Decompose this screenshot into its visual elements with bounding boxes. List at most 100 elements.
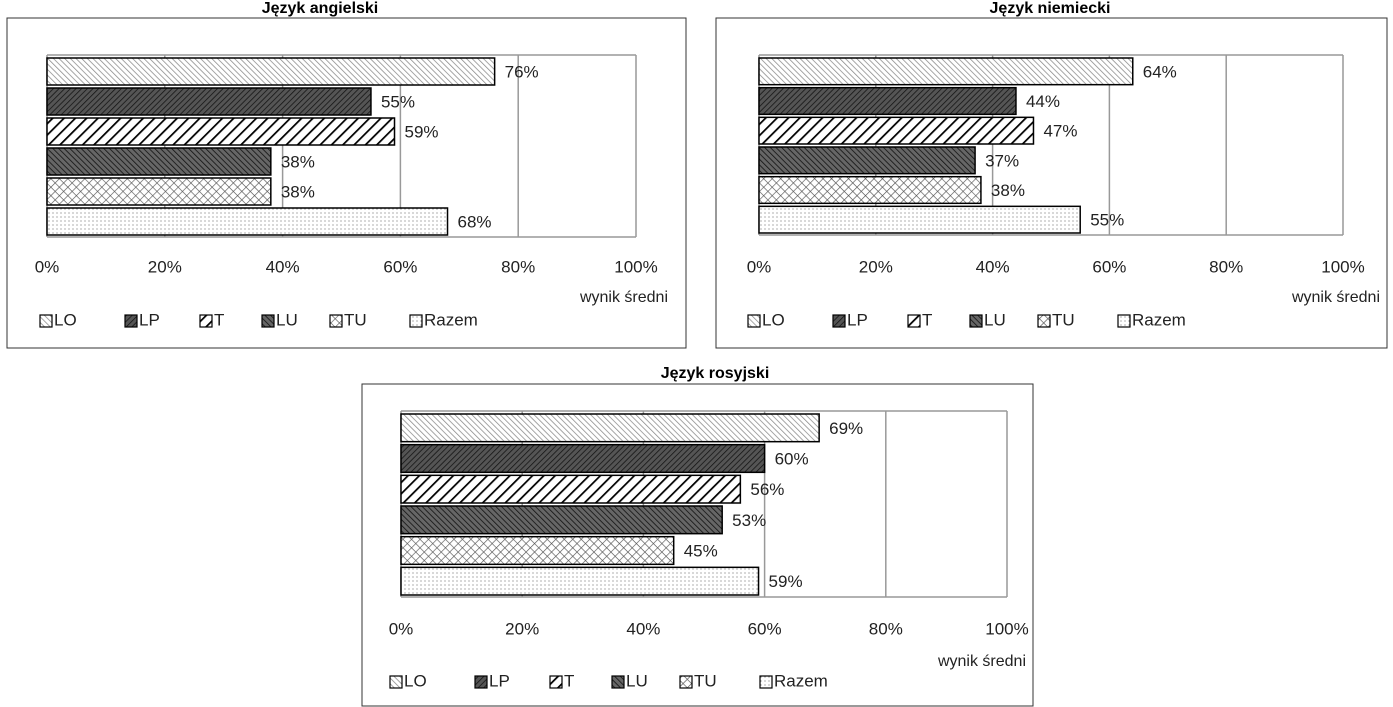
legend-swatch xyxy=(611,675,625,689)
value-label: 44% xyxy=(1026,92,1060,111)
x-tick-label: 60% xyxy=(748,619,782,638)
x-tick-label: 80% xyxy=(501,257,535,276)
x-tick-label: 40% xyxy=(266,257,300,276)
value-label: 53% xyxy=(732,511,766,530)
x-tick-label: 100% xyxy=(985,619,1028,638)
legend-label: LP xyxy=(847,310,868,329)
bar xyxy=(400,413,820,443)
chart-title: Język angielski xyxy=(262,0,379,17)
legend-label: LO xyxy=(404,671,427,690)
x-tick-label: 60% xyxy=(383,257,417,276)
legend-swatch xyxy=(389,675,403,689)
x-tick-label: 100% xyxy=(1321,257,1364,276)
x-tick-label: 0% xyxy=(747,257,772,276)
x-tick-label: 60% xyxy=(1092,257,1126,276)
value-label: 59% xyxy=(769,572,803,591)
value-label: 76% xyxy=(505,62,539,81)
legend-label: T xyxy=(214,310,224,329)
chart-title: Język rosyjski xyxy=(661,365,770,382)
x-tick-label: 80% xyxy=(869,619,903,638)
bar xyxy=(46,87,372,116)
bar xyxy=(400,535,675,566)
x-tick-label: 100% xyxy=(614,257,657,276)
value-label: 64% xyxy=(1143,62,1177,81)
value-label: 38% xyxy=(991,181,1025,200)
chart-frame xyxy=(6,17,687,349)
bar xyxy=(758,205,1081,234)
legend-swatch xyxy=(679,675,693,689)
bar xyxy=(46,57,496,86)
bar xyxy=(400,566,760,596)
legend-swatch xyxy=(1037,314,1051,328)
bar xyxy=(46,207,449,236)
chart-title: Język niemiecki xyxy=(990,0,1111,17)
bar xyxy=(758,116,1035,145)
x-tick-label: 40% xyxy=(626,619,660,638)
legend-label: LO xyxy=(762,310,785,329)
bar xyxy=(758,146,976,175)
chart-frame xyxy=(361,383,1034,707)
legend-label: LU xyxy=(276,310,298,329)
legend-label: T xyxy=(922,310,932,329)
x-tick-label: 40% xyxy=(976,257,1010,276)
legend-swatch xyxy=(261,314,275,328)
x-axis-label: wynik średni xyxy=(1291,289,1380,306)
value-label: 69% xyxy=(829,419,863,438)
value-label: 68% xyxy=(458,212,492,231)
legend-swatch xyxy=(199,314,213,328)
legend-label: LO xyxy=(54,310,77,329)
legend-label: TU xyxy=(344,310,367,329)
value-label: 37% xyxy=(985,151,1019,170)
bar xyxy=(758,86,1017,116)
value-label: 38% xyxy=(281,182,315,201)
bar xyxy=(46,177,272,206)
bar xyxy=(46,117,396,146)
value-label: 38% xyxy=(281,152,315,171)
bar xyxy=(400,474,742,504)
legend-swatch xyxy=(124,314,138,328)
bar xyxy=(758,57,1134,86)
x-tick-label: 0% xyxy=(35,257,60,276)
value-label: 45% xyxy=(684,541,718,560)
legend-swatch xyxy=(549,675,563,689)
legend-swatch xyxy=(969,314,983,328)
legend-swatch xyxy=(747,314,761,328)
x-tick-label: 20% xyxy=(505,619,539,638)
chart-frame xyxy=(715,17,1388,349)
x-tick-label: 20% xyxy=(148,257,182,276)
value-label: 55% xyxy=(1090,211,1124,230)
legend-swatch xyxy=(907,314,921,328)
legend-label: T xyxy=(564,671,574,690)
legend-label: Razem xyxy=(774,671,828,690)
legend-label: LP xyxy=(139,310,160,329)
legend-label: Razem xyxy=(424,310,478,329)
bar xyxy=(758,175,982,205)
legend-label: Razem xyxy=(1132,310,1186,329)
legend-label: LU xyxy=(626,671,648,690)
legend-label: TU xyxy=(694,671,717,690)
x-tick-label: 80% xyxy=(1209,257,1243,276)
value-label: 56% xyxy=(750,480,784,499)
x-tick-label: 0% xyxy=(389,619,414,638)
legend-label: TU xyxy=(1052,310,1075,329)
x-axis-label: wynik średni xyxy=(937,653,1026,670)
legend-label: LU xyxy=(984,310,1006,329)
value-label: 60% xyxy=(775,449,809,468)
legend-swatch xyxy=(329,314,343,328)
legend-swatch xyxy=(832,314,846,328)
legend-label: LP xyxy=(489,671,510,690)
legend-swatch xyxy=(1117,314,1131,328)
bar xyxy=(400,505,723,535)
legend-swatch xyxy=(409,314,423,328)
legend-swatch xyxy=(759,675,773,689)
legend-swatch xyxy=(474,675,488,689)
value-label: 59% xyxy=(405,122,439,141)
value-label: 55% xyxy=(381,92,415,111)
bar xyxy=(400,443,766,474)
x-tick-label: 20% xyxy=(859,257,893,276)
value-label: 47% xyxy=(1043,122,1077,141)
bar xyxy=(46,147,272,176)
legend-swatch xyxy=(39,314,53,328)
x-axis-label: wynik średni xyxy=(579,289,668,306)
